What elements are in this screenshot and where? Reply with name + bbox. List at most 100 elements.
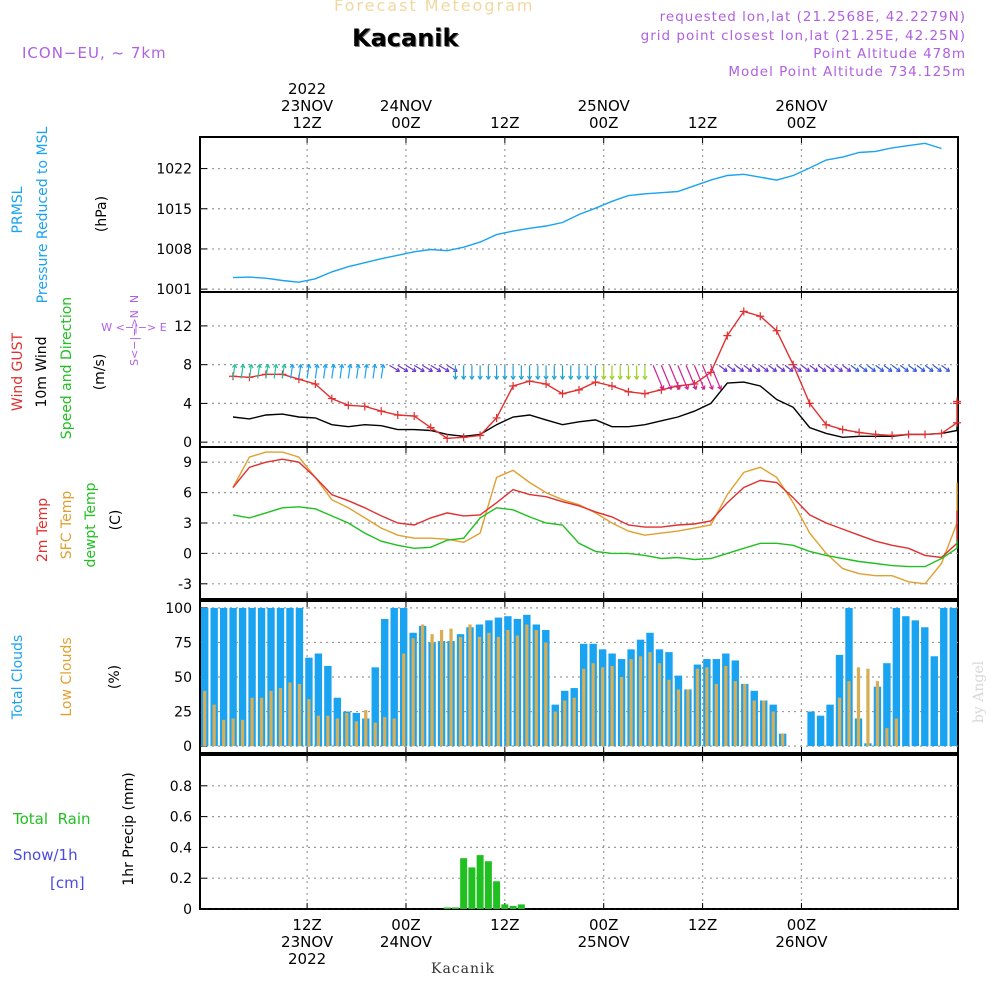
gust-marker xyxy=(344,401,353,410)
wind-arrow-head xyxy=(444,367,450,373)
cloud-total-bar xyxy=(921,627,929,747)
gust-marker xyxy=(921,430,930,439)
wind-10m-label: 10m Wind xyxy=(34,336,50,407)
wind-arrow-head xyxy=(477,375,483,380)
cloud-low-bar xyxy=(544,642,548,747)
cloud-low-bar xyxy=(752,700,756,747)
cloud-low-bar xyxy=(392,718,396,747)
cloud-total-bar xyxy=(229,607,237,747)
wind-arrow-head xyxy=(797,367,802,373)
cloud-low-bar xyxy=(316,715,321,747)
wind-arrow xyxy=(891,364,901,372)
y-tick-label: 1008 xyxy=(156,242,192,258)
cloud-low-bar xyxy=(648,652,652,747)
cloud-low-bar xyxy=(269,690,273,747)
wind-arrow xyxy=(257,364,261,379)
wind-arrow xyxy=(314,364,318,379)
cloud-low-bar xyxy=(307,699,311,747)
precip-unit: 1hr Precip (mm) xyxy=(121,772,137,885)
wind-arrow-head xyxy=(584,375,590,380)
gust-marker xyxy=(953,418,961,427)
wind-arrow xyxy=(784,364,794,372)
cloud-total-bar xyxy=(210,607,218,747)
wind-arrow-head xyxy=(929,367,934,373)
cloud-low-bar xyxy=(364,710,368,747)
wind-arrow-head xyxy=(281,364,287,369)
wind-arrow xyxy=(389,364,400,372)
cloud-low-bar xyxy=(534,630,538,747)
wind-arrow-head xyxy=(264,364,271,369)
gust-marker xyxy=(360,402,369,411)
wind-arrow xyxy=(322,364,327,379)
gust-marker xyxy=(542,380,551,389)
bottom-time-label: 2022 xyxy=(288,950,326,968)
wind-arrow-head xyxy=(452,375,458,380)
wind-arrow-head xyxy=(747,367,753,373)
rain-bar xyxy=(501,904,509,909)
wind-arrow-head xyxy=(518,375,524,380)
rain-bar xyxy=(509,905,517,909)
wind-gust-label: Wind GUST xyxy=(10,332,26,411)
cloud-total-bar xyxy=(248,607,256,747)
cloud-low-bar xyxy=(383,717,387,747)
wind-arrow xyxy=(265,364,269,379)
cloud-total-bar xyxy=(892,607,901,747)
cloud-low-bar xyxy=(203,690,207,747)
sfc-temp-line xyxy=(232,451,958,585)
wind-arrow xyxy=(248,364,253,379)
y-tick-label: 4 xyxy=(183,396,192,412)
wind-arrow xyxy=(364,364,368,379)
cloud-total-bar xyxy=(324,665,332,747)
wind-arrow xyxy=(883,364,893,372)
wind-arrow xyxy=(718,364,728,372)
gust-marker xyxy=(509,381,518,390)
gust-marker xyxy=(822,420,831,429)
cloud-total-bar xyxy=(286,607,294,747)
top-time-label: 26NOV xyxy=(775,97,828,115)
gust-marker xyxy=(426,423,435,432)
gust-marker xyxy=(739,307,748,316)
wind-arrow-head xyxy=(568,375,574,380)
cloud-low-bar xyxy=(619,677,624,747)
gust-marker xyxy=(476,431,485,440)
cloud-low-bar xyxy=(733,681,737,747)
wind-arrow xyxy=(792,364,802,372)
y-tick-label: 25 xyxy=(174,705,192,721)
cloud-total-bar xyxy=(816,715,825,747)
wind-arrow xyxy=(924,364,934,372)
wind-arrow-head xyxy=(551,375,557,380)
wind-arrow xyxy=(801,364,810,372)
cloud-low-bar xyxy=(515,635,519,747)
wind-arrow-head xyxy=(372,364,378,369)
wind-arrow xyxy=(422,364,433,372)
cloud-total-bar xyxy=(276,607,285,747)
cloud-total-bar xyxy=(845,607,853,747)
y-tick-label: 0 xyxy=(183,739,192,755)
cloud-low-bar xyxy=(373,722,377,747)
precip-snow-label: Snow/1h xyxy=(13,846,78,864)
precip-rain-label: Total Rain xyxy=(12,810,91,828)
y-tick-label: 1022 xyxy=(156,162,192,178)
wind-arrow-head xyxy=(625,375,632,380)
wind-arrow-head xyxy=(510,375,516,380)
model-altitude: Model Point Altitude 734.125m xyxy=(728,64,966,80)
rain-bar xyxy=(443,907,451,909)
gust-marker xyxy=(723,331,732,340)
cloud-total-bar xyxy=(238,607,247,747)
top-time-label: 12Z xyxy=(490,114,519,132)
wind-arrow xyxy=(858,364,868,372)
y-tick-label: 0.6 xyxy=(170,810,192,826)
model-label: ICON−EU, ~ 7km xyxy=(22,44,167,62)
wind-arrow-head xyxy=(273,364,279,369)
pressure-line xyxy=(232,142,942,283)
y-tick-label: 0.8 xyxy=(170,779,192,795)
wind-arrow xyxy=(743,364,753,372)
top-time-label: 12Z xyxy=(688,114,717,132)
rain-bar xyxy=(460,858,468,909)
wind-arrow xyxy=(355,364,360,379)
y-tick-label: 50 xyxy=(174,670,192,686)
y-tick-label: -3 xyxy=(178,577,192,593)
cloud-low-bar xyxy=(420,624,425,747)
bottom-time-label: 00Z xyxy=(589,916,618,934)
y-tick-label: 1015 xyxy=(156,202,192,218)
